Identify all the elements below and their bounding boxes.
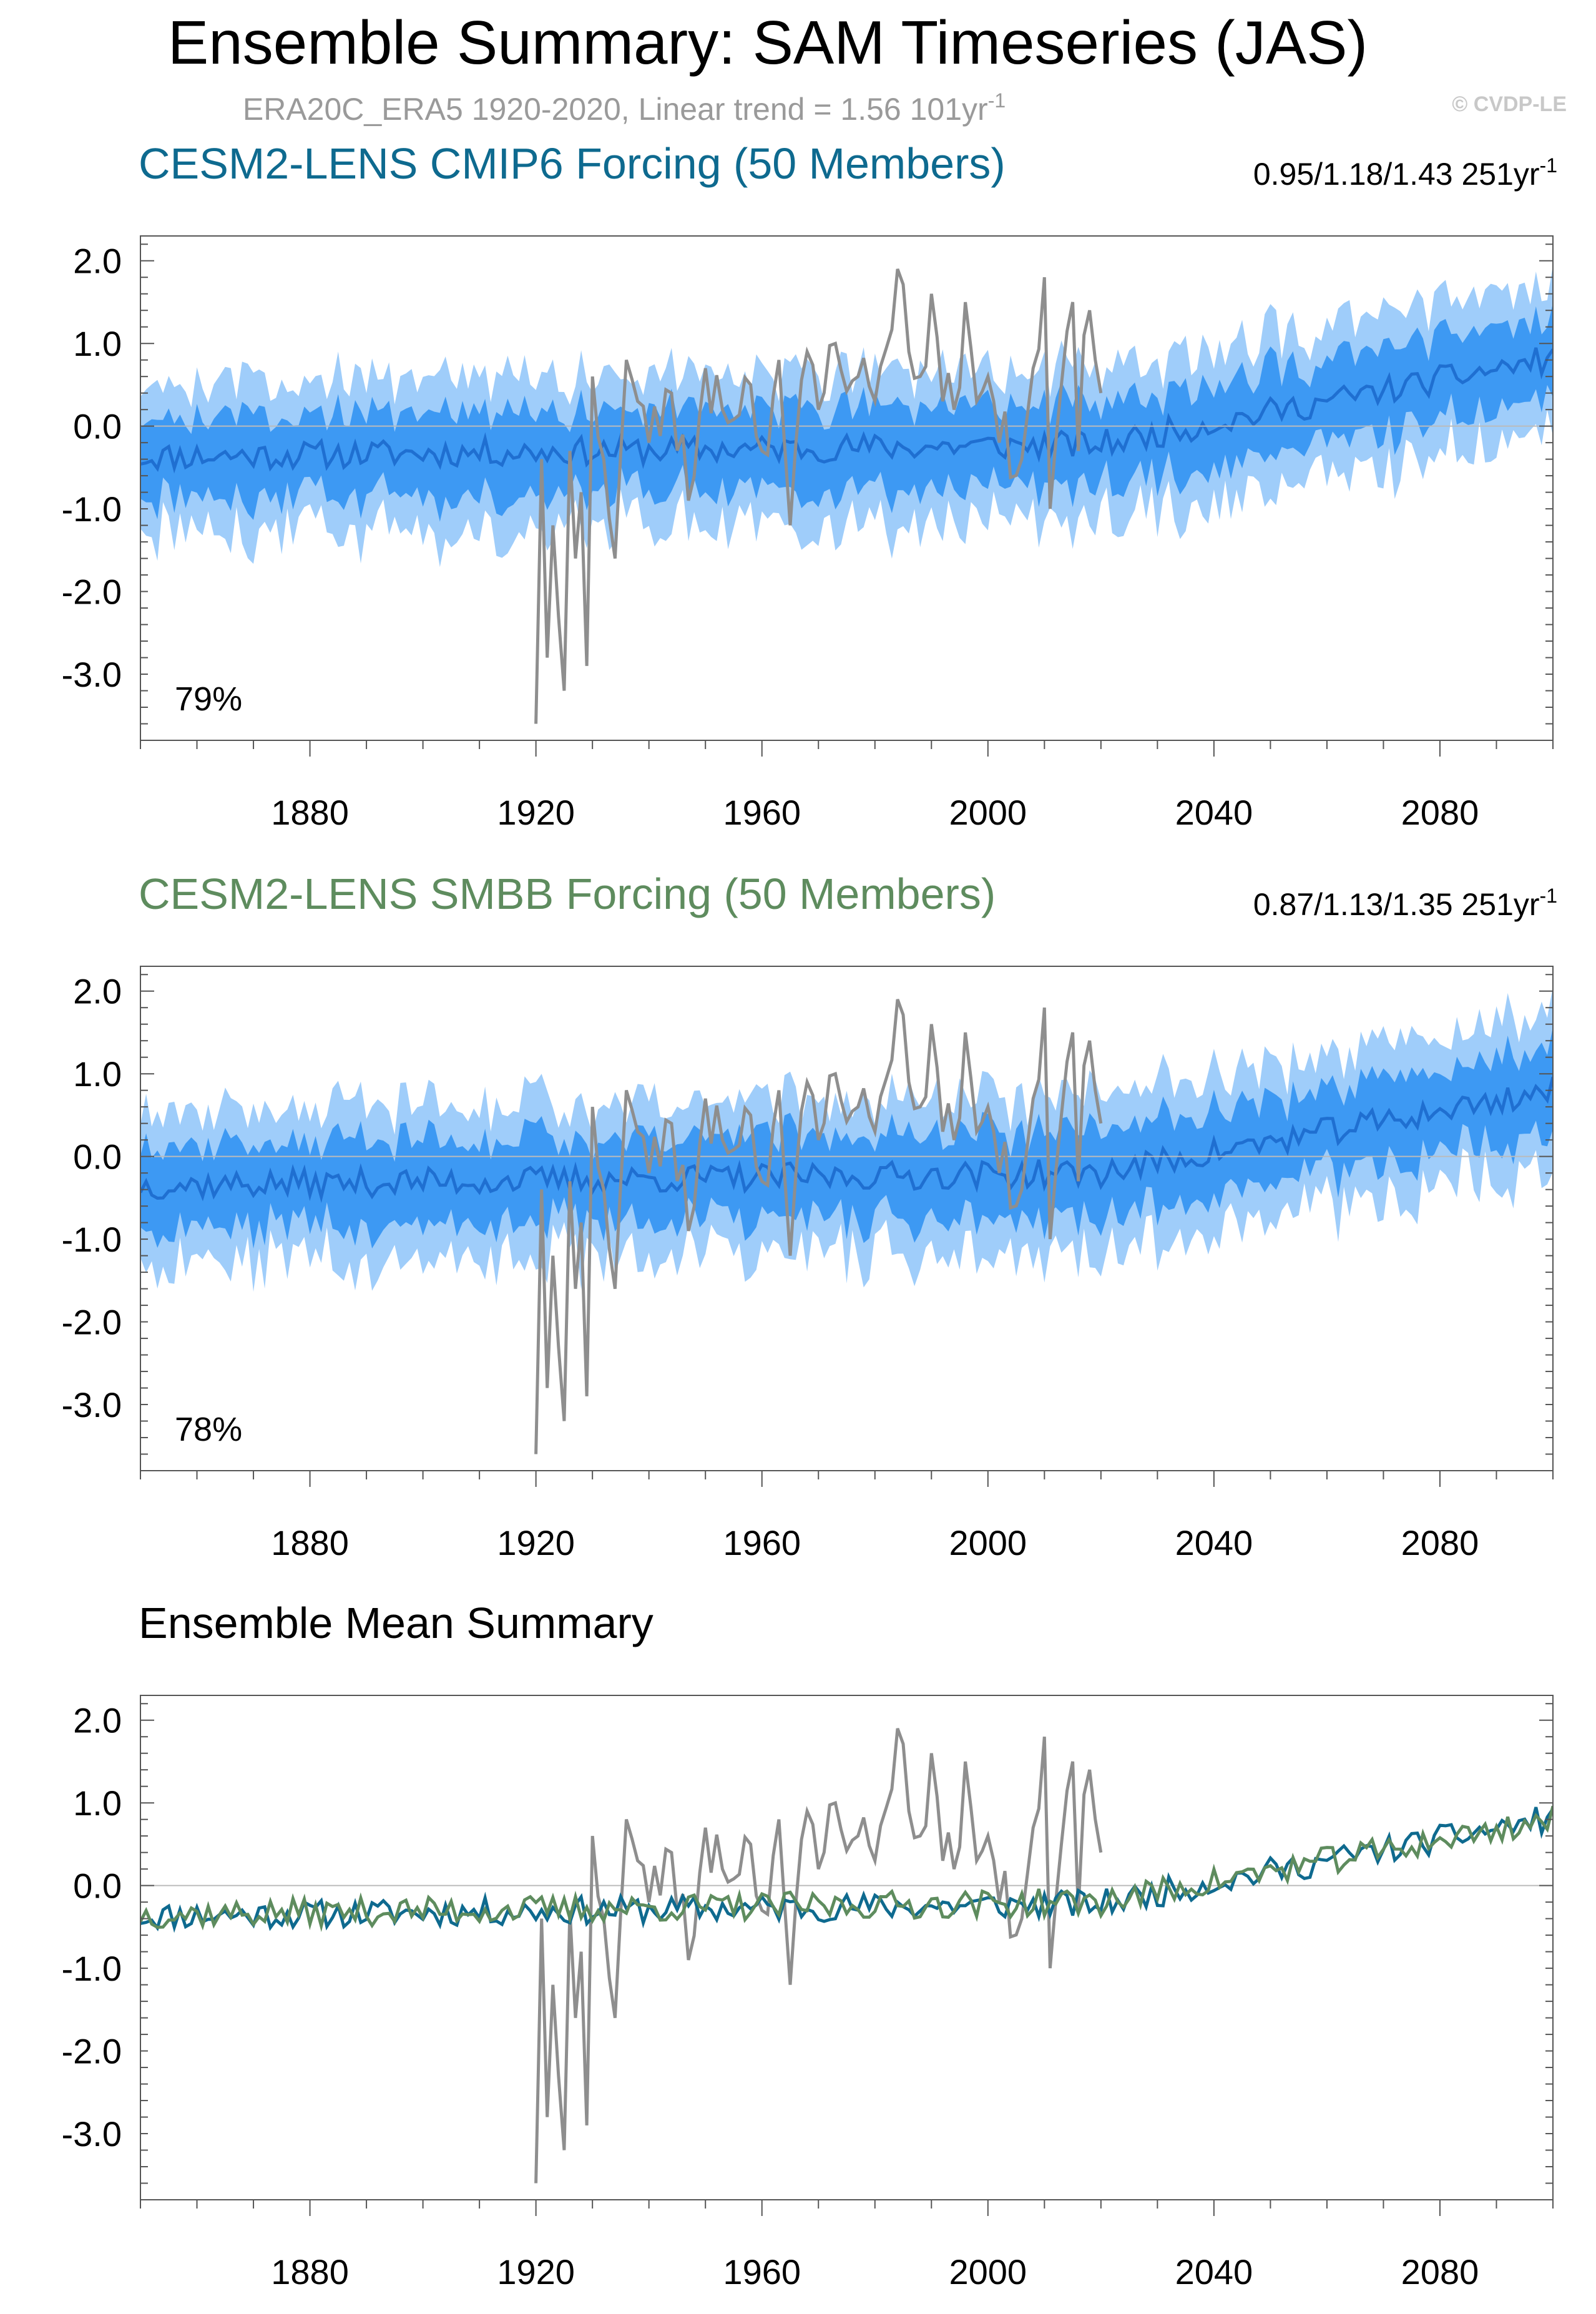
y-tick-label: 1.0 — [73, 1054, 122, 1094]
y-tick-label: 0.0 — [73, 1866, 122, 1906]
smbb-mean-line — [140, 1805, 1553, 1933]
obs-line — [534, 999, 1103, 1454]
x-tick-label: 1960 — [723, 1523, 801, 1562]
y-tick-label: 2.0 — [73, 242, 122, 281]
plot-frame — [140, 966, 1554, 1471]
y-tick-label: -3.0 — [62, 2114, 122, 2154]
plot-frame — [140, 235, 1554, 741]
panel-title: CESM2-LENS CMIP6 Forcing (50 Members) — [139, 139, 1006, 188]
panel-smbb: CESM2-LENS SMBB Forcing (50 Members) 0.8… — [62, 870, 1558, 1562]
y-tick-label: -1.0 — [62, 1220, 122, 1259]
inner-range-band — [140, 1027, 1553, 1249]
obs-line — [534, 268, 1103, 724]
percent-label: 79% — [175, 680, 242, 718]
x-tick-label: 2000 — [949, 1523, 1027, 1562]
trend-range-sup: -1 — [1540, 885, 1557, 907]
obs-trend-sup: -1 — [988, 89, 1006, 112]
obs-trend-line: ERA20C_ERA5 1920-2020, Linear trend = 1.… — [243, 89, 1006, 127]
x-tick-label: 2040 — [1175, 793, 1253, 832]
trend-range-sup: -1 — [1540, 154, 1557, 177]
x-tick-label: 2080 — [1401, 1523, 1479, 1562]
x-tick-label: 1880 — [271, 2252, 349, 2292]
watermark: © CVDP-LE — [1452, 92, 1567, 116]
x-tick-label: 1920 — [497, 793, 575, 832]
y-tick-label: 2.0 — [73, 972, 122, 1011]
x-tick-label: 1920 — [497, 1523, 575, 1562]
percent-label: 78% — [175, 1411, 242, 1448]
y-tick-label: 1.0 — [73, 1783, 122, 1823]
y-tick-label: 0.0 — [73, 1137, 122, 1177]
figure-title: Ensemble Summary: SAM Timeseries (JAS) — [168, 8, 1368, 77]
plot-area — [140, 1728, 1553, 2184]
x-tick-label: 1880 — [271, 793, 349, 832]
inner-range-band — [140, 303, 1553, 522]
panel-ensemble-mean: Ensemble Mean Summary 2.0 1.0 0.0 -1.0 -2.0 -… — [62, 1599, 1554, 2292]
x-tick-label: 2080 — [1401, 2252, 1479, 2292]
obs-line — [534, 1728, 1103, 2184]
y-tick-label: 1.0 — [73, 324, 122, 363]
panel-cmip6: CESM2-LENS CMIP6 Forcing (50 Members) 0.… — [62, 139, 1558, 832]
y-tick-label: -3.0 — [62, 655, 122, 694]
y-tick-label: -2.0 — [62, 1303, 122, 1342]
y-tick-label: 0.0 — [73, 407, 122, 446]
y-tick-label: -1.0 — [62, 489, 122, 529]
trend-range-text: 0.87/1.13/1.35 251yr — [1253, 887, 1540, 922]
trend-range: 0.95/1.18/1.43 251yr-1 — [1253, 154, 1557, 192]
y-tick-label: -2.0 — [62, 2032, 122, 2071]
plot-area — [140, 265, 1553, 724]
x-tick-label: 2000 — [949, 2252, 1027, 2292]
obs-trend-text: ERA20C_ERA5 1920-2020, Linear trend = 1.… — [243, 92, 988, 127]
trend-range: 0.87/1.13/1.35 251yr-1 — [1253, 885, 1557, 922]
x-tick-label: 1920 — [497, 2252, 575, 2292]
ensemble-mean-line — [140, 1076, 1553, 1204]
panel-title: CESM2-LENS SMBB Forcing (50 Members) — [139, 870, 996, 918]
y-tick-label: -3.0 — [62, 1385, 122, 1424]
x-tick-label: 2040 — [1175, 1523, 1253, 1562]
x-tick-label: 1960 — [723, 793, 801, 832]
ensemble-mean-line — [140, 347, 1553, 474]
x-tick-label: 2000 — [949, 793, 1027, 832]
x-tick-label: 2080 — [1401, 793, 1479, 832]
y-tick-label: -2.0 — [62, 572, 122, 612]
x-tick-label: 1880 — [271, 1523, 349, 1562]
panel-title: Ensemble Mean Summary — [139, 1599, 654, 1647]
plot-frame — [140, 1695, 1554, 2200]
y-tick-label: 2.0 — [73, 1701, 122, 1740]
x-tick-label: 2040 — [1175, 2252, 1253, 2292]
x-tick-label: 1960 — [723, 2252, 801, 2292]
y-tick-label: -1.0 — [62, 1949, 122, 1988]
trend-range-text: 0.95/1.18/1.43 251yr — [1253, 157, 1540, 192]
plot-area — [140, 986, 1553, 1454]
